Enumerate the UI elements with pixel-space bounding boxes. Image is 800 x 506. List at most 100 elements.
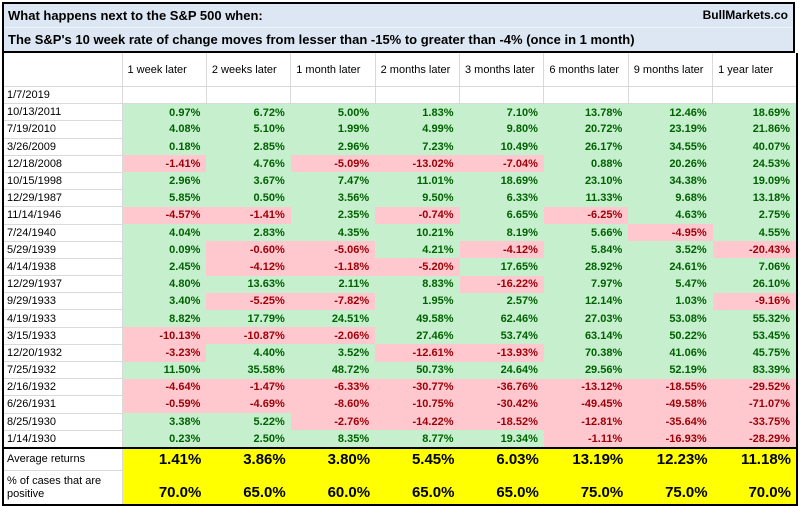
return-cell[interactable]: 7.06% — [712, 258, 797, 276]
return-cell[interactable]: 2.35% — [290, 206, 376, 224]
return-cell[interactable]: 4.08% — [122, 120, 207, 139]
return-cell[interactable]: 0.23% — [122, 430, 207, 448]
return-cell[interactable]: 1.83% — [375, 103, 460, 121]
return-cell[interactable]: 7.97% — [543, 275, 629, 293]
date-cell[interactable]: 10/15/1998 — [3, 172, 123, 191]
return-cell[interactable]: 18.69% — [459, 172, 544, 190]
return-cell[interactable]: 4.80% — [122, 275, 207, 293]
return-cell[interactable]: 8.35% — [290, 430, 376, 448]
return-cell[interactable]: -36.76% — [459, 378, 544, 396]
return-cell[interactable]: 2.11% — [290, 275, 376, 293]
return-cell[interactable]: -4.12% — [206, 258, 291, 276]
return-cell[interactable]: 4.99% — [375, 120, 460, 139]
return-cell[interactable]: 1.99% — [290, 120, 376, 139]
date-cell[interactable]: 3/15/1933 — [3, 327, 123, 345]
return-cell[interactable]: -12.81% — [543, 413, 629, 431]
return-cell[interactable]: 8.77% — [375, 430, 460, 448]
percent-positive-label[interactable]: % of cases that are positive — [3, 470, 123, 506]
return-cell[interactable]: -1.41% — [122, 155, 207, 173]
percent-positive-cell[interactable]: 70.0% — [122, 470, 207, 506]
date-cell[interactable]: 3/26/2009 — [3, 138, 123, 156]
return-cell[interactable]: 11.50% — [122, 361, 207, 379]
title-line-1[interactable]: What happens next to the S&P 500 when: — [8, 8, 263, 23]
percent-positive-cell[interactable]: 75.0% — [543, 470, 629, 506]
return-cell[interactable]: 53.45% — [712, 327, 797, 345]
return-cell[interactable]: -6.25% — [543, 206, 629, 224]
return-cell[interactable]: -4.69% — [206, 395, 291, 414]
return-cell[interactable] — [375, 86, 461, 105]
return-cell[interactable]: 3.38% — [122, 413, 207, 431]
return-cell[interactable]: 26.10% — [712, 275, 797, 293]
date-cell[interactable]: 2/16/1932 — [3, 378, 123, 397]
return-cell[interactable]: 0.18% — [122, 138, 207, 156]
return-cell[interactable]: 10.49% — [459, 138, 544, 156]
return-cell[interactable]: 12.14% — [543, 292, 629, 310]
average-value-cell[interactable]: 13.19% — [543, 447, 629, 471]
column-header[interactable]: 2 months later — [375, 53, 461, 87]
return-cell[interactable]: -33.75% — [712, 413, 797, 431]
return-cell[interactable]: 26.17% — [543, 138, 629, 156]
column-header[interactable]: 6 months later — [543, 53, 629, 87]
return-cell[interactable]: 2.45% — [122, 258, 207, 276]
percent-positive-cell[interactable]: 70.0% — [712, 470, 797, 506]
return-cell[interactable]: 9.80% — [459, 120, 544, 139]
date-cell[interactable]: 12/18/2008 — [3, 155, 123, 173]
return-cell[interactable]: 18.69% — [712, 103, 797, 121]
return-cell[interactable]: 4.76% — [206, 155, 291, 173]
return-cell[interactable]: -7.04% — [459, 155, 544, 173]
return-cell[interactable]: 4.40% — [206, 344, 291, 362]
return-cell[interactable]: 6.72% — [206, 103, 291, 121]
return-cell[interactable]: -1.11% — [543, 430, 629, 448]
return-cell[interactable]: 2.85% — [206, 138, 291, 156]
column-header[interactable]: 2 weeks later — [206, 53, 292, 87]
return-cell[interactable]: 19.09% — [712, 172, 797, 190]
return-cell[interactable]: -6.33% — [290, 378, 376, 396]
return-cell[interactable]: -20.43% — [712, 241, 797, 259]
return-cell[interactable]: -1.47% — [206, 378, 291, 396]
return-cell[interactable]: -13.12% — [543, 378, 629, 396]
average-value-cell[interactable]: 6.03% — [459, 447, 544, 471]
return-cell[interactable]: 13.63% — [206, 275, 291, 293]
return-cell[interactable]: -16.22% — [459, 275, 544, 293]
return-cell[interactable]: -18.55% — [628, 378, 713, 396]
date-cell[interactable]: 12/29/1937 — [3, 275, 123, 294]
title-line-2[interactable]: The S&P's 10 week rate of change moves f… — [8, 32, 635, 47]
return-cell[interactable]: 0.88% — [543, 155, 629, 173]
return-cell[interactable]: 2.75% — [712, 206, 797, 224]
average-value-cell[interactable]: 3.80% — [290, 447, 376, 471]
return-cell[interactable]: 34.38% — [628, 172, 713, 190]
return-cell[interactable]: 12.46% — [628, 103, 713, 121]
return-cell[interactable]: 23.10% — [543, 172, 629, 190]
return-cell[interactable]: 5.84% — [543, 241, 629, 259]
return-cell[interactable]: 21.86% — [712, 120, 797, 139]
return-cell[interactable]: -5.20% — [375, 258, 460, 276]
return-cell[interactable]: 28.92% — [543, 258, 629, 276]
return-cell[interactable]: -0.74% — [375, 206, 460, 224]
return-cell[interactable]: -1.18% — [290, 258, 376, 276]
return-cell[interactable]: 45.75% — [712, 344, 797, 362]
return-cell[interactable]: -28.29% — [712, 430, 797, 448]
date-cell[interactable]: 7/19/2010 — [3, 120, 123, 139]
return-cell[interactable]: -12.61% — [375, 344, 460, 362]
return-cell[interactable]: -8.60% — [290, 395, 376, 414]
percent-positive-cell[interactable]: 65.0% — [206, 470, 291, 506]
average-value-cell[interactable]: 1.41% — [122, 447, 207, 471]
return-cell[interactable]: 20.26% — [628, 155, 713, 173]
percent-positive-cell[interactable]: 75.0% — [628, 470, 713, 506]
return-cell[interactable]: -14.22% — [375, 413, 460, 431]
return-cell[interactable]: 29.56% — [543, 361, 629, 379]
return-cell[interactable]: -1.41% — [206, 206, 291, 224]
return-cell[interactable]: 24.64% — [459, 361, 544, 379]
date-cell[interactable]: 6/26/1931 — [3, 395, 123, 414]
return-cell[interactable]: 2.96% — [290, 138, 376, 156]
return-cell[interactable]: 23.19% — [628, 120, 713, 139]
return-cell[interactable]: 17.65% — [459, 258, 544, 276]
column-header[interactable]: 1 week later — [122, 53, 207, 87]
return-cell[interactable]: -4.12% — [459, 241, 544, 259]
return-cell[interactable]: 19.34% — [459, 430, 544, 448]
return-cell[interactable]: 5.66% — [543, 224, 629, 242]
return-cell[interactable]: 4.55% — [712, 224, 797, 242]
return-cell[interactable]: 7.47% — [290, 172, 376, 190]
return-cell[interactable]: 41.06% — [628, 344, 713, 362]
return-cell[interactable]: -5.09% — [290, 155, 376, 173]
